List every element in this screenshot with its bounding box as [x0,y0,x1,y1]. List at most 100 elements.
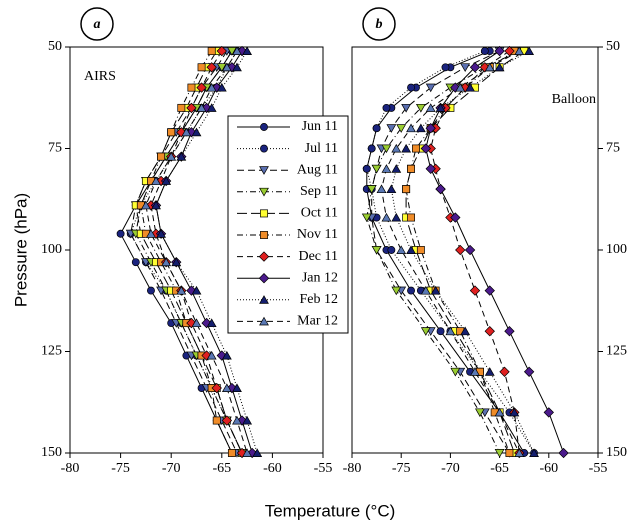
marker [469,285,481,296]
marker [232,46,242,56]
marker [499,366,510,377]
profile-line [366,50,535,454]
marker [176,285,187,295]
profile-line [390,50,535,454]
marker [435,183,446,195]
marker [191,318,202,328]
y-tick-label: 50 [606,39,620,54]
profile-line [405,50,515,454]
marker [167,128,176,137]
marker [391,143,402,153]
marker [191,285,202,295]
profile-line [145,50,248,454]
marker [415,123,426,133]
legend-marker [260,144,268,153]
y-tick-label: 50 [48,39,62,54]
legend-marker [260,231,268,239]
marker [420,285,431,295]
legend-label: Jan 12 [302,270,338,285]
legend-label: Jul 11 [305,141,338,156]
panel-title: Balloon [552,92,596,107]
y-tick-label: 125 [606,344,627,359]
marker [474,408,485,418]
marker [197,63,206,72]
marker [371,246,382,255]
marker [372,124,381,133]
marker [494,407,505,417]
marker [455,244,466,256]
marker [206,350,217,360]
marker [161,257,172,267]
legend-marker [258,273,270,284]
marker [407,83,415,92]
y-tick-label: 150 [41,445,62,460]
panel-label-circle [80,7,114,41]
legend-marker [259,295,269,304]
marker [407,213,415,222]
marker [396,245,407,254]
y-tick-label: 75 [48,141,62,156]
marker [455,82,466,92]
marker [484,326,495,337]
marker [211,82,222,93]
marker [382,103,391,112]
marker [151,200,161,210]
marker [460,326,471,336]
y-tick-label: 125 [41,344,62,359]
marker [176,127,187,138]
marker [543,407,554,418]
x-tick-label: -75 [111,461,130,476]
profile-line [150,50,243,454]
profile-line [135,50,243,454]
panel-title: AIRS [84,69,116,84]
y-tick-label: 100 [606,242,627,257]
marker [146,229,156,238]
marker [407,164,415,173]
marker [232,383,242,392]
marker [450,367,461,377]
marker [381,144,392,154]
legend: Jun 11 Jul 11 Aug 11 Sep 11 Oct 11 Nov 11 Dec … [227,115,349,334]
marker [176,151,187,161]
legend-label: Dec 11 [298,249,338,264]
marker [381,164,392,173]
legend-label: Mar 12 [297,314,338,329]
marker [401,143,412,153]
marker [436,327,445,336]
marker [416,246,425,254]
marker [465,82,476,92]
panel-label: b [376,17,383,32]
marker [252,448,263,457]
marker [514,448,525,457]
marker [387,246,396,254]
marker [166,151,177,161]
marker [420,327,431,336]
y-tick-label: 100 [41,242,62,257]
marker [206,318,217,328]
marker [242,448,253,457]
marker [161,176,172,185]
marker [116,229,125,238]
marker [401,103,412,113]
panel: -80 -75 -70 -65 -60 -55 50 75 100 125 150 a AIRS [41,7,332,476]
x-tick-label: -60 [263,461,282,476]
marker [221,62,232,72]
marker [221,383,232,392]
marker [211,382,222,394]
marker [131,258,140,267]
x-tick-label: -55 [589,461,608,476]
profile-line [155,50,253,454]
legend-label: Nov 11 [297,227,338,242]
profile-line [140,50,233,454]
marker [206,62,217,73]
marker [407,286,415,295]
marker [367,144,376,153]
marker [381,212,392,222]
marker [386,124,397,133]
marker [196,103,207,112]
marker [441,63,450,72]
profile-line [130,50,243,454]
legend-label: Sep 11 [300,184,338,199]
marker [177,103,186,112]
legend-label: Aug 11 [297,162,338,177]
